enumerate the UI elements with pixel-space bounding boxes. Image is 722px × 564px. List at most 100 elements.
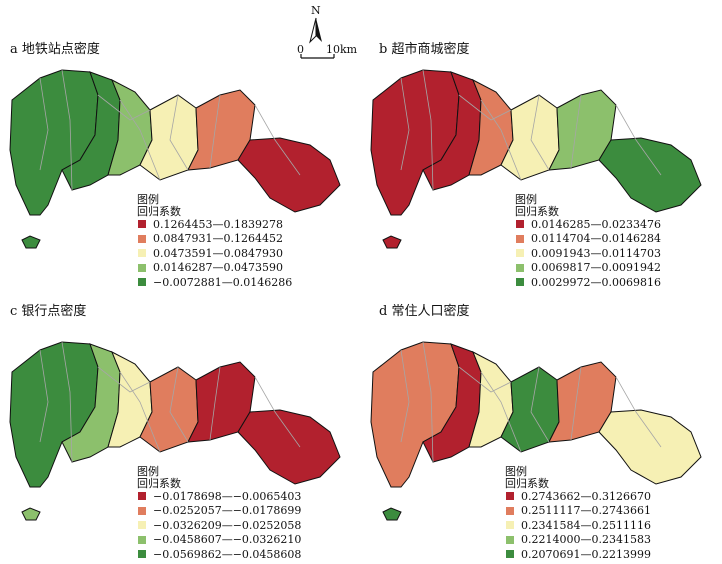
district-region <box>237 137 341 213</box>
legend-heading: 图例 <box>515 193 537 206</box>
panel-title: c 银行点密度 <box>10 304 87 319</box>
legend-label: −0.0252057—−0.0178699 <box>153 504 302 518</box>
legend-item: −0.0326209—−0.0252058 <box>137 518 301 533</box>
district-region <box>468 78 514 176</box>
subdistrict-boundary <box>615 104 662 176</box>
subdistrict-boundary <box>254 376 301 448</box>
legend-heading: 图例 <box>137 465 159 478</box>
legend-item: 0.2341584—0.2511116 <box>505 518 651 533</box>
subdistrict-boundary <box>169 366 189 443</box>
subdistrict-boundary <box>39 349 49 443</box>
panel-title: d 常住人口密度 <box>379 304 470 319</box>
north-arrow-icon <box>300 17 335 59</box>
subdistrict-boundary <box>400 77 410 171</box>
legend-subheading: 回归系数 <box>515 204 559 218</box>
legend-subheading: 回归系数 <box>505 476 549 490</box>
district-region <box>107 78 153 176</box>
subdistrict-boundary <box>570 366 582 441</box>
district-region <box>9 341 99 488</box>
legend-label: 0.0847931—0.1264452 <box>153 232 283 246</box>
legend-swatch <box>505 505 515 516</box>
subdistrict-boundary <box>119 99 161 181</box>
legend: 图例 回归系数 0.0146285—0.0233476 0.0114704—0.0… <box>515 194 661 290</box>
district-region <box>21 507 41 521</box>
legend-swatch <box>137 248 147 259</box>
legend-swatch <box>515 277 525 288</box>
legend-label: 0.0146285—0.0233476 <box>531 217 661 231</box>
legend-item: −0.0569862—−0.0458608 <box>137 547 301 562</box>
legend-label: 0.0029972—0.0069816 <box>531 275 661 289</box>
legend-swatch <box>505 534 515 545</box>
legend-swatch <box>137 505 147 516</box>
legend-label: 0.1264453—0.1839278 <box>153 217 283 231</box>
legend-item: −0.0252057—−0.0178699 <box>137 504 301 519</box>
legend-item: −0.0072881—0.0146286 <box>137 275 292 290</box>
legend-item: 0.2743662—0.3126670 <box>505 489 651 504</box>
district-region <box>370 341 460 488</box>
district-region <box>9 69 99 216</box>
legend-item: 0.0091943—0.0114703 <box>515 246 661 261</box>
subdistrict-boundary <box>97 94 151 121</box>
district-region <box>598 409 702 485</box>
north-label: N <box>311 4 321 17</box>
legend-item: 0.0069817—0.0091942 <box>515 261 661 276</box>
legend-subheading: 回归系数 <box>137 476 181 490</box>
subdistrict-boundary <box>400 349 410 443</box>
panel-title: a 地铁站点密度 <box>10 42 100 57</box>
north-arrow: N <box>300 2 340 62</box>
legend-swatch <box>137 549 147 560</box>
legend-swatch <box>137 277 147 288</box>
legend-swatch <box>137 534 147 545</box>
map-a <box>9 69 341 249</box>
subdistrict-boundary <box>209 366 221 441</box>
legend-rows: −0.0178698—−0.0065403 −0.0252057—−0.01786… <box>137 489 301 562</box>
subdistrict-boundary <box>530 366 550 443</box>
legend-label: 0.0069817—0.0091942 <box>531 261 661 275</box>
district-region <box>21 235 41 249</box>
panel-a: a 地铁站点密度 图例 回归系数 0.1264453—0.1839278 0.08… <box>0 0 361 288</box>
subdistrict-boundary <box>39 77 49 171</box>
subdistrict-boundary <box>458 366 512 393</box>
legend-rows: 0.1264453—0.1839278 0.0847931—0.1264452 0.… <box>137 217 292 290</box>
legend-item: 0.2511117—0.2743661 <box>505 504 651 519</box>
subdistrict-boundary <box>615 376 662 448</box>
panel-d: d 常住人口密度 图例 回归系数 0.2743662—0.3126670 0.25… <box>361 282 722 564</box>
legend: 图例 回归系数 −0.0178698—−0.0065403 −0.0252057—… <box>137 466 301 562</box>
legend-heading: 图例 <box>505 465 527 478</box>
subdistrict-boundary <box>422 341 434 463</box>
legend-label: −0.0178698—−0.0065403 <box>153 489 302 503</box>
legend-item: 0.2070691—0.2213999 <box>505 547 651 562</box>
district-region <box>107 350 153 448</box>
district-region <box>598 137 702 213</box>
legend-swatch <box>515 262 525 273</box>
legend-swatch <box>137 219 147 230</box>
legend-item: 0.0146285—0.0233476 <box>515 217 661 232</box>
legend-swatch <box>505 520 515 531</box>
legend-heading: 图例 <box>137 193 159 206</box>
legend-label: 0.2511117—0.2743661 <box>521 504 651 518</box>
legend-item: 0.1264453—0.1839278 <box>137 217 292 232</box>
legend-rows: 0.2743662—0.3126670 0.2511117—0.2743661 0.… <box>505 489 651 562</box>
legend-item: 0.0473591—0.0847930 <box>137 246 292 261</box>
legend-item: −0.0178698—−0.0065403 <box>137 489 301 504</box>
legend-swatch <box>137 491 147 502</box>
legend-swatch <box>505 491 515 502</box>
legend-label: 0.2743662—0.3126670 <box>521 489 651 503</box>
legend-swatch <box>515 219 525 230</box>
legend-item: 0.0847931—0.1264452 <box>137 232 292 247</box>
subdistrict-boundary <box>530 94 550 171</box>
panel-title: b 超市商城密度 <box>379 42 470 57</box>
subdistrict-boundary <box>254 104 301 176</box>
legend-label: 0.2070691—0.2213999 <box>521 547 651 561</box>
subdistrict-boundary <box>119 371 161 453</box>
legend: 图例 回归系数 0.1264453—0.1839278 0.0847931—0.1… <box>137 194 292 290</box>
district-region <box>237 409 341 485</box>
legend-label: −0.0458607—−0.0326210 <box>153 533 302 547</box>
subdistrict-boundary <box>480 371 522 453</box>
legend-label: −0.0569862—−0.0458608 <box>153 547 302 561</box>
legend-item: 0.0029972—0.0069816 <box>515 275 661 290</box>
legend-swatch <box>515 248 525 259</box>
legend-item: 0.0114704—0.0146284 <box>515 232 661 247</box>
legend-subheading: 回归系数 <box>137 204 181 218</box>
district-region <box>382 507 402 521</box>
